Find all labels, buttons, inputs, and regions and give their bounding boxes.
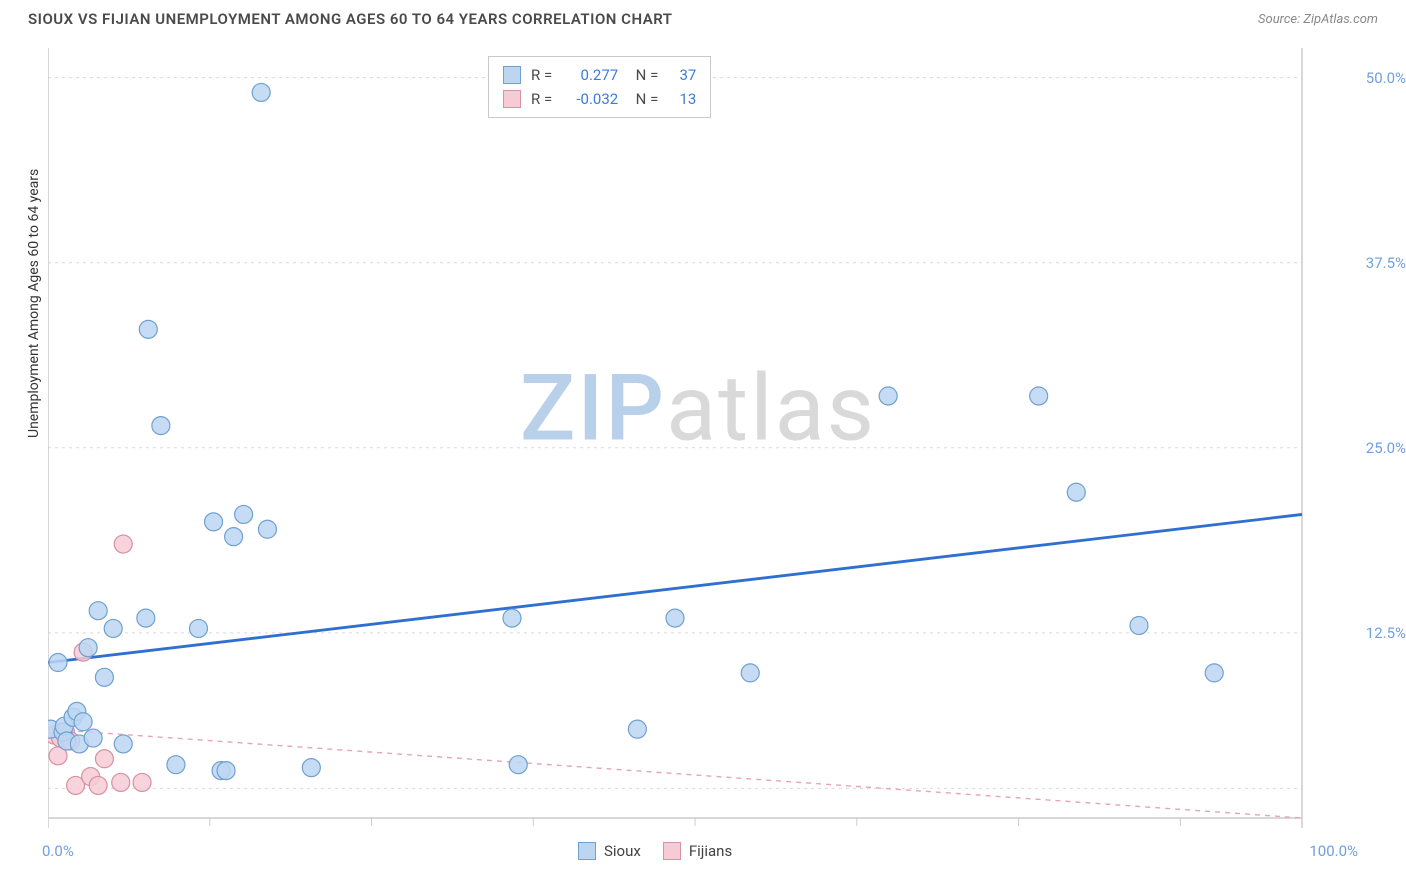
x-tick-label: 100.0% xyxy=(1309,842,1358,860)
legend-row: R = 0.277 N = 37 xyxy=(503,63,696,87)
r-label: R = xyxy=(531,87,552,111)
n-value: 37 xyxy=(668,63,696,87)
y-tick-label: 12.5% xyxy=(1366,624,1406,642)
swatch-icon xyxy=(503,66,521,84)
chart-container: Unemployment Among Ages 60 to 64 years Z… xyxy=(48,48,1348,832)
scatter-plot xyxy=(48,48,1348,832)
legend-row: R = -0.032 N = 13 xyxy=(503,87,696,111)
legend-label: Fijians xyxy=(689,842,732,860)
swatch-icon xyxy=(503,90,521,108)
r-value: -0.032 xyxy=(562,87,618,111)
source-label: Source: ZipAtlas.com xyxy=(1258,12,1378,27)
swatch-icon xyxy=(663,842,681,860)
legend-item: Fijians xyxy=(663,842,732,860)
y-tick-label: 25.0% xyxy=(1366,439,1406,457)
r-value: 0.277 xyxy=(562,63,618,87)
chart-title: SIOUX VS FIJIAN UNEMPLOYMENT AMONG AGES … xyxy=(28,10,673,28)
y-tick-label: 37.5% xyxy=(1366,254,1406,272)
correlation-legend: R = 0.277 N = 37 R = -0.032 N = 13 xyxy=(488,56,711,118)
x-tick-label: 0.0% xyxy=(42,842,74,860)
n-label: N = xyxy=(628,87,658,111)
legend-item: Sioux xyxy=(578,842,641,860)
legend-label: Sioux xyxy=(604,842,641,860)
n-label: N = xyxy=(628,63,658,87)
swatch-icon xyxy=(578,842,596,860)
r-label: R = xyxy=(531,63,552,87)
y-axis-label: Unemployment Among Ages 60 to 64 years xyxy=(26,169,42,438)
y-tick-label: 50.0% xyxy=(1366,69,1406,87)
n-value: 13 xyxy=(668,87,696,111)
series-legend: Sioux Fijians xyxy=(578,842,732,860)
